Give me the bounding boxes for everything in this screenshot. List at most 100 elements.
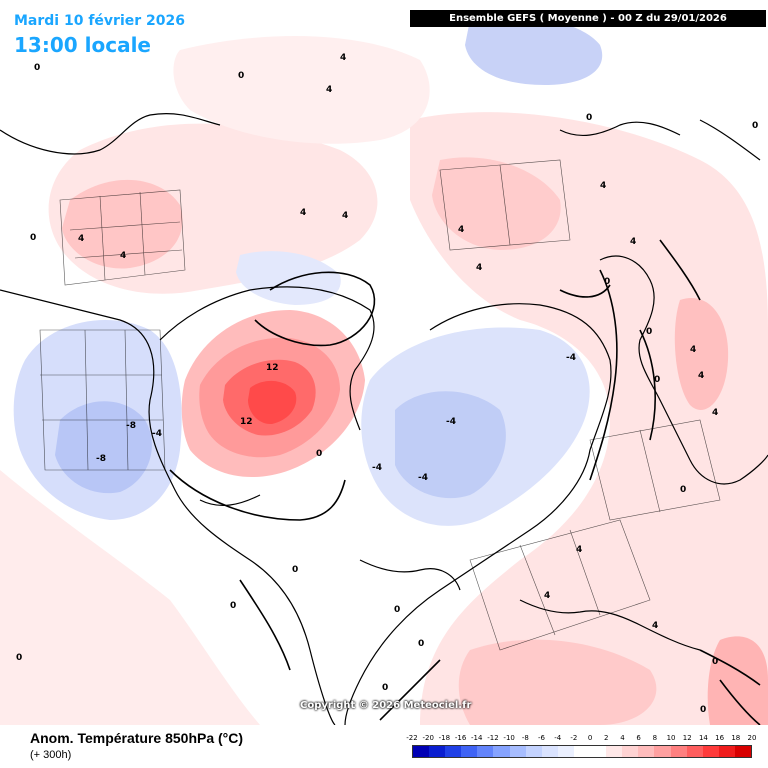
colorbar-label: 4 xyxy=(620,734,625,742)
contour-label-4: 4 xyxy=(340,53,346,63)
contour-label-4: 4 xyxy=(458,225,464,235)
contour-label-4: 4 xyxy=(698,371,704,381)
contour-label-4: 4 xyxy=(630,237,636,247)
colorbar-label: -18 xyxy=(438,734,451,742)
colorbar-label: 18 xyxy=(731,734,741,742)
colorbar-label: 10 xyxy=(666,734,676,742)
colorbar-swatch xyxy=(718,746,735,757)
contour-label-4: 4 xyxy=(476,263,482,273)
colorbar-label: -16 xyxy=(454,734,467,742)
colorbar-label: -4 xyxy=(554,734,562,742)
colorbar-label: -2 xyxy=(570,734,578,742)
colorbar-label: 12 xyxy=(682,734,692,742)
contour-label-0: 0 xyxy=(16,653,22,663)
contour-label-4: 4 xyxy=(544,591,550,601)
coastlines xyxy=(0,113,768,725)
colorbar-swatch xyxy=(734,746,751,757)
contour-label-0: 0 xyxy=(34,63,40,73)
colorbar-swatch xyxy=(638,746,655,757)
warm-area-north-atlantic xyxy=(0,470,260,725)
colorbar-swatch xyxy=(606,746,623,757)
labels-positive: 12 12 4 4 4 4 4 4 4 4 4 4 4 4 4 4 4 4 xyxy=(78,53,718,631)
contour-label-0: 0 xyxy=(30,233,36,243)
forecast-time: 13:00 locale xyxy=(14,33,151,57)
colorbar-label: -6 xyxy=(538,734,546,742)
map-footer: Anom. Température 850hPa (°C) (+ 300h) -… xyxy=(0,725,768,768)
contour-label-0: 0 xyxy=(382,683,388,693)
colorbar-swatch xyxy=(445,746,462,757)
contour-label-4: 4 xyxy=(120,251,126,261)
variable-title: Anom. Température 850hPa (°C) xyxy=(30,730,244,746)
contour-label-12a: 12 xyxy=(266,363,279,373)
warm-core-peak xyxy=(248,380,297,425)
contour-label-4: 4 xyxy=(600,181,606,191)
colorbar-label: -22 xyxy=(406,734,418,742)
copyright: Copyright © 2026 Meteociel.fr xyxy=(300,700,472,711)
cold-core-central xyxy=(395,391,506,499)
labels-negative: -4 -4 -4 -8 -8 -4 -4 xyxy=(96,353,576,483)
colorbar-labels: -22 -20 -18 -16 -14 -12 -10 -8 -6 -4 -2 0 2 4 6 8 10 12 14… xyxy=(406,734,756,744)
contour-label-4: 4 xyxy=(652,621,658,631)
cold-area-top xyxy=(465,16,603,85)
forecast-date: Mardi 10 février 2026 xyxy=(14,13,185,29)
contour-label-4: 4 xyxy=(78,234,84,244)
contour-label-0: 0 xyxy=(418,639,424,649)
colorbar-swatch xyxy=(509,746,526,757)
warm-pocket-east-coast xyxy=(707,636,768,725)
colorbar-swatch xyxy=(429,746,446,757)
contour-label-minus-4: -4 xyxy=(418,473,428,483)
contour-label-4: 4 xyxy=(576,545,582,555)
cold-area-bering xyxy=(236,251,341,305)
contour-label-0: 0 xyxy=(230,601,236,611)
colorbar-label: -14 xyxy=(471,734,483,742)
colorbar-swatch xyxy=(670,746,687,757)
contour-label-4: 4 xyxy=(690,345,696,355)
colorbar-swatch xyxy=(557,746,574,757)
warm-pocket-east xyxy=(674,298,729,410)
colorbar-swatch xyxy=(461,746,478,757)
labels-zero: 0 0 0 0 0 0 0 0 0 0 0 0 0 0 0 0 0 0 xyxy=(16,63,758,715)
contour-label-0: 0 xyxy=(712,657,718,667)
contour-label-0: 0 xyxy=(394,605,400,615)
colorbar-label: -10 xyxy=(503,734,515,742)
zero-contours xyxy=(169,239,761,725)
contour-label-minus-4: -4 xyxy=(372,463,382,473)
contour-label-0: 0 xyxy=(752,121,758,131)
colorbar-label: -8 xyxy=(521,734,529,742)
colorbar-label: 20 xyxy=(747,734,757,742)
contour-label-0: 0 xyxy=(700,705,706,715)
contour-label-0: 0 xyxy=(586,113,592,123)
contour-label-0: 0 xyxy=(654,375,660,385)
colorbar-label: 6 xyxy=(636,734,641,742)
lead-time: (+ 300h) xyxy=(30,749,72,761)
anomaly-map: 12 12 4 4 4 4 4 4 4 4 4 4 4 4 4 4 4 4 -4… xyxy=(0,16,768,725)
warm-area-top xyxy=(173,36,430,144)
colorbar-swatch xyxy=(590,746,607,757)
contour-label-4: 4 xyxy=(300,208,306,218)
warm-pocket-south xyxy=(458,639,657,725)
contour-label-0: 0 xyxy=(292,565,298,575)
contour-label-minus-4: -4 xyxy=(446,417,456,427)
contour-label-0: 0 xyxy=(316,449,322,459)
colorbar-swatch xyxy=(622,746,639,757)
contour-label-minus-4: -4 xyxy=(152,429,162,439)
contour-label-4: 4 xyxy=(342,211,348,221)
colorbar-swatch xyxy=(573,746,591,757)
colorbar-label: 16 xyxy=(715,734,725,742)
graticule xyxy=(39,159,721,651)
contour-label-0: 0 xyxy=(646,327,652,337)
colorbar xyxy=(412,745,752,758)
colorbar-swatch xyxy=(493,746,510,757)
colorbar-label: 0 xyxy=(587,734,593,742)
contour-label-minus-8: -8 xyxy=(96,454,106,464)
contour-label-0: 0 xyxy=(238,71,244,81)
contour-label-minus-8: -8 xyxy=(126,421,136,431)
colorbar-swatch xyxy=(702,746,719,757)
colorbar-label: -20 xyxy=(422,734,434,742)
contour-label-0: 0 xyxy=(604,277,610,287)
contour-label-12b: 12 xyxy=(240,417,253,427)
colorbar-label: -12 xyxy=(487,734,499,742)
colorbar-swatch xyxy=(525,746,542,757)
colorbar-label: 14 xyxy=(698,734,708,742)
